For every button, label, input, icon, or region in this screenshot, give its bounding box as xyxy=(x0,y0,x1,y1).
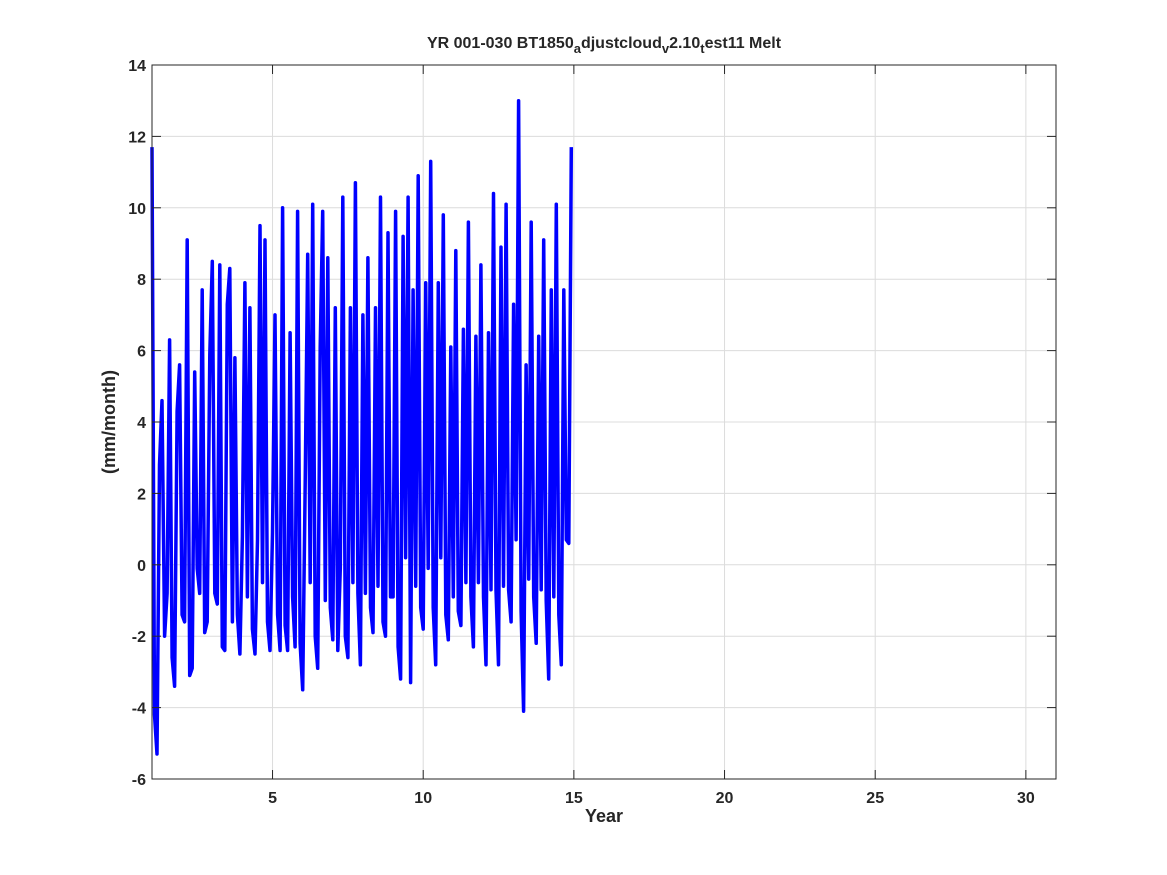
y-tick-label: -6 xyxy=(132,772,146,789)
axis-ticks: 5 10 15 20 25 30 -6 -4 -2 0 2 4 6 8 10 12 14 xyxy=(128,58,1056,807)
y-tick-label: 6 xyxy=(137,344,146,361)
x-tick-label: 30 xyxy=(1017,790,1035,807)
title-text: djustcloud xyxy=(581,35,662,52)
chart-title: YR 001-030 BT1850adjustcloudv2.10test11 … xyxy=(427,35,782,56)
series-line xyxy=(150,98,574,756)
title-text: 2.10 xyxy=(669,35,700,52)
y-axis-title: (mm/month) xyxy=(99,370,119,474)
title-subscript: a xyxy=(574,41,582,56)
x-tick-label: 15 xyxy=(565,790,583,807)
title-subscript: t xyxy=(700,41,705,56)
y-tick-label: 8 xyxy=(137,272,146,289)
x-tick-label: 5 xyxy=(268,790,277,807)
title-text: est11 Melt xyxy=(705,35,782,52)
x-tick-label: 20 xyxy=(716,790,734,807)
y-tick-label: 12 xyxy=(128,129,146,146)
x-tick-label: 10 xyxy=(414,790,432,807)
y-tick-label: 14 xyxy=(128,58,146,75)
title-text: YR 001-030 BT1850 xyxy=(427,35,574,52)
y-tick-label: -4 xyxy=(132,701,146,718)
data-series xyxy=(150,98,574,756)
y-tick-label: 2 xyxy=(137,486,146,503)
title-subscript: v xyxy=(662,41,670,56)
y-tick-label: 10 xyxy=(128,201,146,218)
x-tick-label: 25 xyxy=(866,790,884,807)
y-tick-label: 0 xyxy=(137,558,146,575)
x-axis-title: Year xyxy=(585,806,623,826)
y-tick-label: 4 xyxy=(137,415,146,432)
y-tick-label: -2 xyxy=(132,629,146,646)
